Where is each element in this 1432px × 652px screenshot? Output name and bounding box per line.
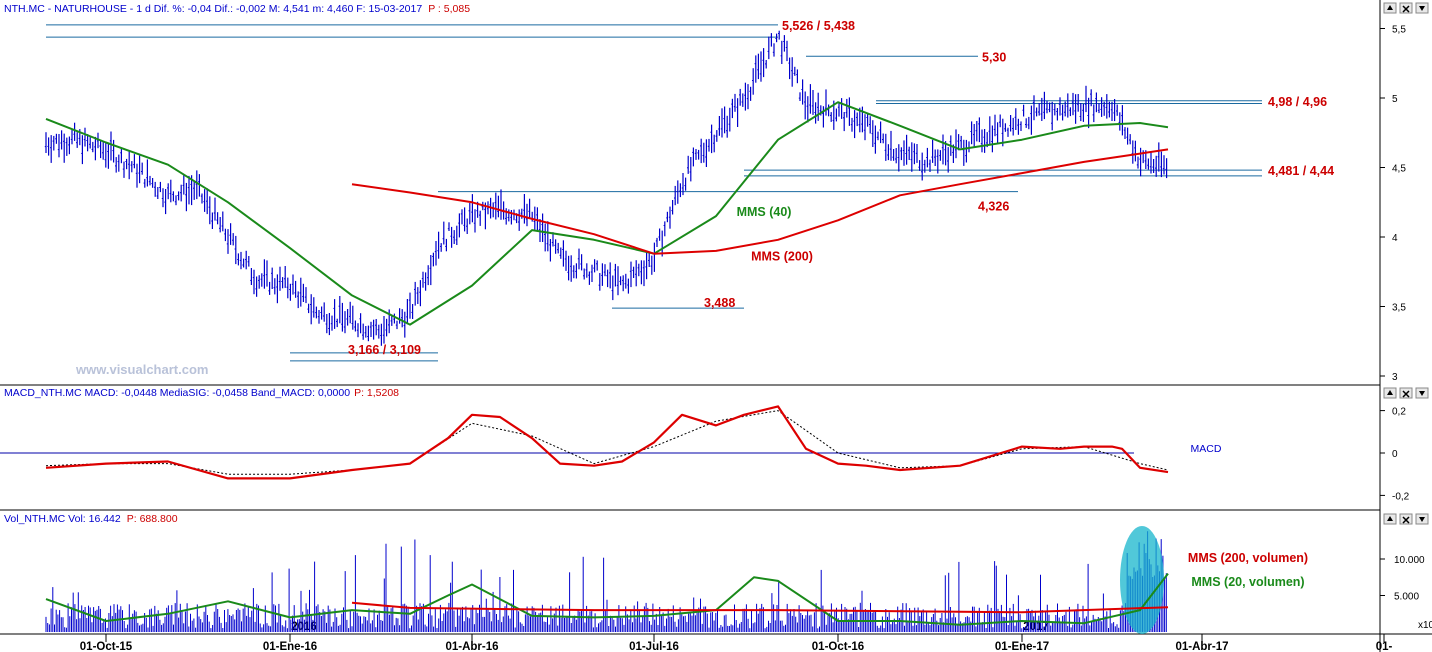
volume-mms200-line <box>351 601 1169 614</box>
x-tick-label: 01-Oct-16 <box>812 641 864 652</box>
watermark: www.visualchart.com <box>75 362 208 377</box>
macd-title: MACD <box>1191 443 1222 455</box>
close-icon[interactable] <box>1402 516 1410 524</box>
price-y-tick-label: 3 <box>1392 372 1398 383</box>
level-label: 5,526 / 5,438 <box>782 19 855 33</box>
volume-panel-controls[interactable] <box>1383 513 1429 525</box>
mms40-label: MMS (40) <box>737 205 792 219</box>
arrow-down-icon[interactable] <box>1419 517 1425 522</box>
x-tick-label: 01-Ene-16 <box>263 641 317 652</box>
volume-y-tick-label: 10.000 <box>1394 555 1425 566</box>
volume-highlight <box>1120 526 1164 634</box>
macd-line <box>45 405 1169 480</box>
arrow-up-icon[interactable] <box>1387 5 1393 10</box>
volume-y-tick-label: 5.000 <box>1394 592 1419 603</box>
level-label: 4,326 <box>978 200 1009 214</box>
macd-header: MACD_NTH.MC MACD: -0,0448 MediaSIG: -0,0… <box>4 387 399 399</box>
price-y-tick-label: 3,5 <box>1392 303 1406 314</box>
x-tick-label: 01-Ene-17 <box>995 641 1049 652</box>
arrow-down-icon[interactable] <box>1419 391 1425 396</box>
level-label: 3,488 <box>704 296 735 310</box>
level-label: 4,98 / 4,96 <box>1268 95 1327 109</box>
level-label: 4,481 / 4,44 <box>1268 164 1334 178</box>
arrow-down-icon[interactable] <box>1419 6 1425 11</box>
macd-y-tick-label: 0,2 <box>1392 407 1406 418</box>
arrow-up-icon[interactable] <box>1387 390 1393 395</box>
x-tick-label: 01-Oct-15 <box>80 641 133 652</box>
x-tick-label: 01-Abr-17 <box>1175 641 1228 652</box>
mms40-line <box>45 101 1169 326</box>
volume-mms200-label: MMS (200, volumen) <box>1188 551 1308 565</box>
price-y-tick-label: 5,5 <box>1392 25 1406 36</box>
x-tick-label: 01-Jul-16 <box>629 641 679 652</box>
volume-mms20-line <box>45 572 1169 626</box>
price-bars <box>44 30 1168 346</box>
volume-mms20-label: MMS (20, volumen) <box>1191 575 1304 589</box>
volume-unit-label: x10 <box>1418 620 1432 631</box>
mms200-label: MMS (200) <box>751 250 813 264</box>
plot-area: 5,5 5 4,5 4 3,5 3 0,2 0 -0,2 10.000 5.000 x10 01-Oct… <box>0 19 1432 652</box>
macd-y-tick-label: -0,2 <box>1392 491 1410 502</box>
mms200-line <box>351 148 1169 255</box>
price-header: NTH.MC - NATURHOUSE - 1 d Dif. %: -0,04 … <box>4 3 470 15</box>
level-label: 5,30 <box>982 50 1006 64</box>
price-y-tick-label: 4 <box>1392 233 1398 244</box>
price-y-tick-label: 5 <box>1392 94 1398 105</box>
volume-header: Vol_NTH.MC Vol: 16.442 P: 688.800 <box>4 513 178 525</box>
macd-signal-line <box>45 410 1169 475</box>
arrow-up-icon[interactable] <box>1387 516 1393 521</box>
x-tick-label: 01-Abr-16 <box>445 641 498 652</box>
price-header-bar <box>0 0 1380 16</box>
price-panel-controls[interactable] <box>1383 2 1429 14</box>
macd-y-tick-label: 0 <box>1392 449 1398 460</box>
macd-panel-controls[interactable] <box>1383 387 1429 399</box>
close-icon[interactable] <box>1402 5 1410 13</box>
x-tick-label: 01- <box>1376 641 1393 652</box>
price-y-tick-label: 4,5 <box>1392 164 1406 175</box>
close-icon[interactable] <box>1402 390 1410 398</box>
level-label: 3,166 / 3,109 <box>348 343 421 357</box>
